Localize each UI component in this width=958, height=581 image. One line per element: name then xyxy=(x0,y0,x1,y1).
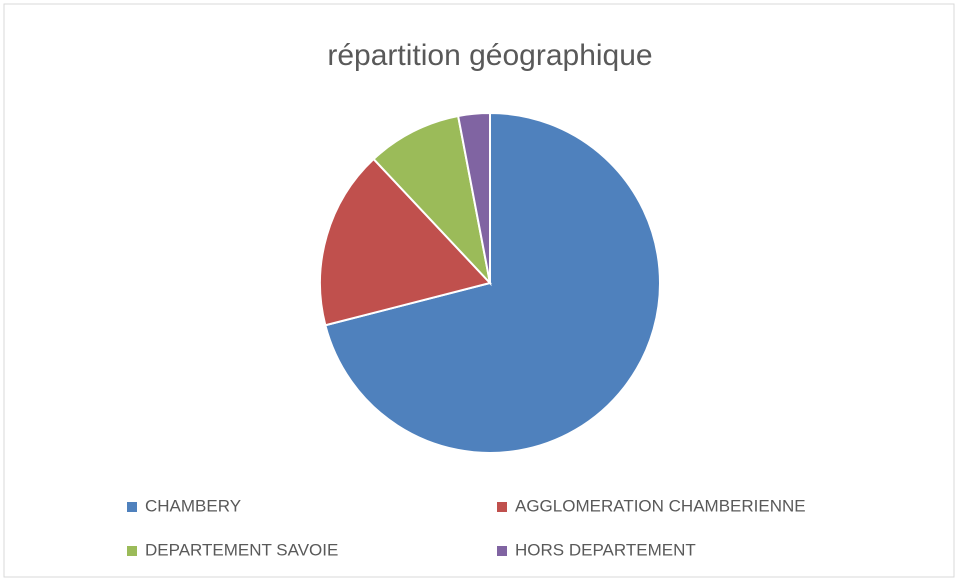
chart-title: répartition géographique xyxy=(327,39,652,72)
legend-marker xyxy=(497,546,507,556)
legend-marker xyxy=(497,502,507,512)
legend-label: AGGLOMERATION CHAMBERIENNE xyxy=(515,496,806,515)
legend-marker xyxy=(127,546,137,556)
pie-slice xyxy=(319,157,492,327)
legend-label: DEPARTEMENT SAVOIE xyxy=(145,540,338,559)
pie-slice xyxy=(456,111,491,284)
pie-slice xyxy=(372,114,492,287)
legend-label: HORS DEPARTEMENT xyxy=(515,540,696,559)
pie-slice xyxy=(324,111,661,454)
legend-marker xyxy=(127,502,137,512)
legend-label: CHAMBERY xyxy=(145,496,241,515)
